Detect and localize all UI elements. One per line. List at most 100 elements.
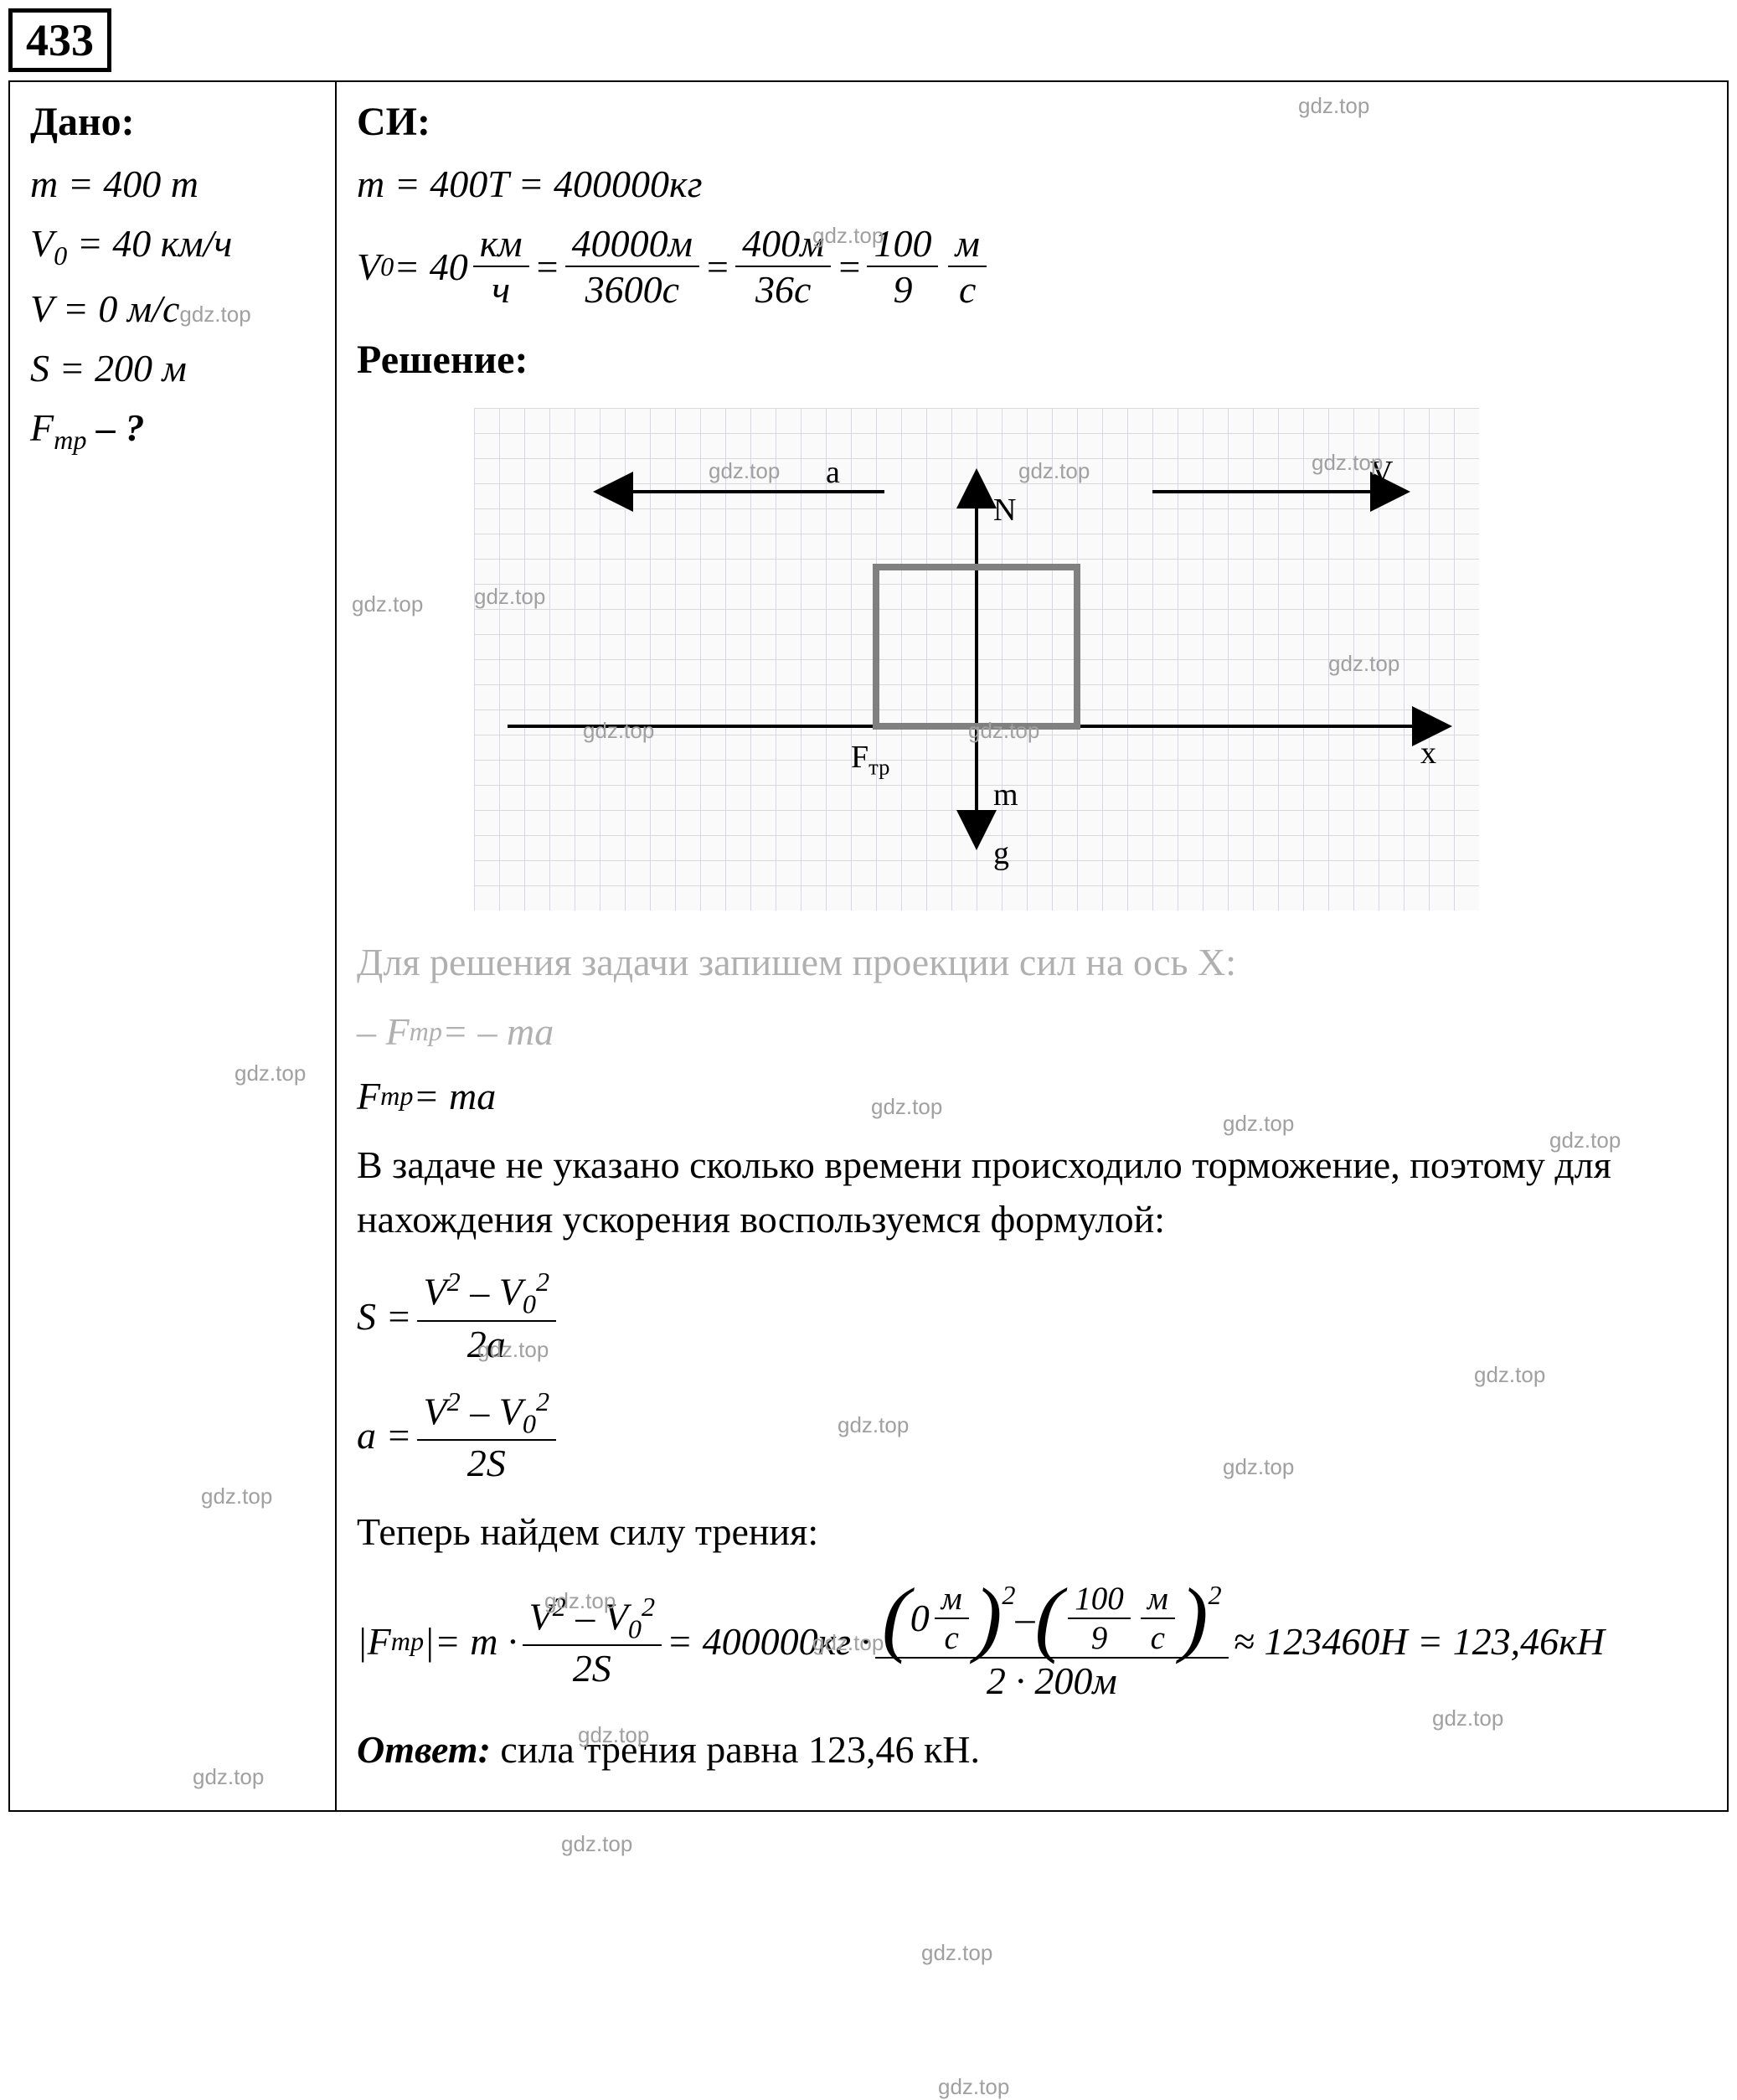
sup: 2 — [642, 1592, 655, 1622]
sup: 2 — [1208, 1580, 1221, 1611]
eq5-f2-den: 2 · 200м — [980, 1659, 1124, 1703]
paren-r: ) — [974, 1597, 1003, 1639]
watermark: gdz.top — [1474, 1362, 1545, 1388]
solution-column: СИ: m = 400T = 400000кг V0 = 40 км ч = 4… — [336, 81, 1728, 1811]
si-eq-3: = — [704, 245, 730, 289]
problem-number: 433 — [8, 8, 111, 72]
fraction-2: 40000м 3600с — [565, 221, 699, 312]
eq1-rhs: = – ma — [442, 1009, 554, 1054]
watermark: gdz.top — [1223, 1111, 1294, 1137]
watermark: gdz.top — [544, 1588, 616, 1614]
equation-4: a = V2 – V02 2S — [357, 1386, 1707, 1486]
frac-den: 9 — [886, 267, 919, 312]
minus: – V — [461, 1271, 523, 1313]
watermark: gdz.top — [474, 584, 545, 610]
frac-num: 40000м — [565, 221, 699, 267]
f-sub: тр — [868, 755, 889, 780]
var-v: V — [30, 287, 53, 330]
sub: 0 — [523, 1289, 536, 1319]
frac-den: ч — [485, 267, 517, 312]
given-line: S = 200 м — [30, 346, 315, 390]
eq2-rhs: = ma — [413, 1074, 496, 1118]
eq4-frac: V2 – V02 2S — [417, 1386, 557, 1486]
watermark: gdz.top — [477, 1337, 549, 1363]
ms-frac: м с — [935, 1580, 969, 1657]
eq5-result: ≈ 123460H = 123,46кH — [1234, 1619, 1605, 1664]
label-a: a — [826, 454, 840, 491]
paren-l: ( — [882, 1597, 910, 1639]
sub: 0 — [523, 1408, 536, 1438]
given-line: V0 = 40 км/ч — [30, 221, 315, 271]
sup: 2 — [447, 1267, 461, 1297]
eq5-f1-den: 2S — [566, 1646, 618, 1690]
m: м — [1141, 1580, 1175, 1619]
sub: 0 — [628, 1613, 642, 1643]
val-f-q: – ? — [96, 406, 145, 449]
eq2-sub: тр — [380, 1081, 413, 1112]
val-v0: = 40 км/ч — [77, 222, 233, 265]
label-m: m — [993, 777, 1018, 813]
sup: 2 — [536, 1267, 549, 1297]
given-column: Дано: m = 400 т V0 = 40 км/ч V = 0 м/сgd… — [9, 81, 336, 1811]
minus: – — [1016, 1596, 1035, 1640]
watermark: gdz.top — [838, 1412, 909, 1438]
given-line: Fтр – ? — [30, 405, 315, 456]
minus: – V — [461, 1390, 523, 1432]
watermark: gdz.top — [812, 223, 884, 249]
eq5-f2-num: ( 0 м с )2 – ( 100 9 — [875, 1580, 1229, 1659]
sub-v0: 0 — [54, 240, 67, 271]
si-line-1: m = 400T = 400000кг — [357, 162, 1707, 206]
solution-text-1: Для решения задачи запишем проекции сил … — [357, 936, 1707, 989]
eq1-sub: тр — [410, 1016, 442, 1047]
var-v0: V — [30, 222, 54, 265]
abs-l: | — [357, 1619, 368, 1664]
frac-den: 36с — [749, 267, 817, 312]
answer-text: сила трения равна 123,46 кН. — [491, 1728, 980, 1771]
watermark: gdz.top — [583, 718, 654, 744]
si-mass: m = 400T = 400000кг — [357, 162, 703, 206]
si-v0-sub: 0 — [380, 251, 394, 282]
watermark: gdz.top — [709, 458, 780, 484]
eq1-lhs: – F — [357, 1009, 410, 1054]
watermark: gdz.top — [578, 1722, 649, 1748]
abs-r: | — [424, 1619, 435, 1664]
fraction-5: м с — [948, 221, 986, 312]
m: м — [935, 1580, 969, 1619]
main-table: Дано: m = 400 т V0 = 40 км/ч V = 0 м/сgd… — [8, 80, 1729, 1812]
f-letter: F — [851, 740, 868, 775]
d: 9 — [1085, 1619, 1115, 1657]
frac-den: с — [952, 267, 982, 312]
watermark: gdz.top — [1298, 93, 1369, 119]
watermark: gdz.top — [921, 1940, 992, 1966]
eq4-num: V2 – V02 — [417, 1386, 557, 1442]
si-eq-4: = — [836, 245, 862, 289]
watermark: gdz.top — [871, 1094, 942, 1120]
label-g: g — [993, 835, 1009, 872]
paren-r: ) — [1180, 1597, 1209, 1639]
answer-label: Ответ: — [357, 1728, 491, 1771]
watermark: gdz.top — [1328, 651, 1399, 677]
val-m: = 400 т — [68, 163, 198, 205]
solution-wrapper: Дано: m = 400 т V0 = 40 км/ч V = 0 м/сgd… — [8, 80, 1729, 1812]
eq3-lhs: S = — [357, 1294, 412, 1339]
s: с — [938, 1619, 966, 1657]
given-header: Дано: — [30, 99, 315, 145]
watermark: gdz.top — [1432, 1705, 1503, 1731]
eq5-eq: = m · — [435, 1619, 518, 1664]
force-diagram: a V N x Fтр m g gdz.topgdz.topgdz.topgdz… — [474, 408, 1479, 911]
label-f: Fтр — [851, 739, 889, 781]
sup: 2 — [447, 1386, 461, 1416]
var-f: F — [30, 406, 54, 449]
v: V — [424, 1390, 447, 1432]
watermark: gdz.top — [352, 591, 423, 617]
val-s: = 200 м — [59, 347, 187, 390]
watermark: gdz.top — [193, 1764, 264, 1790]
si-header: СИ: — [357, 99, 1707, 145]
sup: 2 — [536, 1386, 549, 1416]
sub-f: тр — [54, 425, 86, 455]
eq3-num: V2 – V02 — [417, 1267, 557, 1322]
si-v0-var: V — [357, 245, 380, 289]
watermark: gdz.top — [812, 1630, 884, 1656]
frac-den: 3600с — [579, 267, 686, 312]
eq5-f: F — [368, 1619, 391, 1664]
